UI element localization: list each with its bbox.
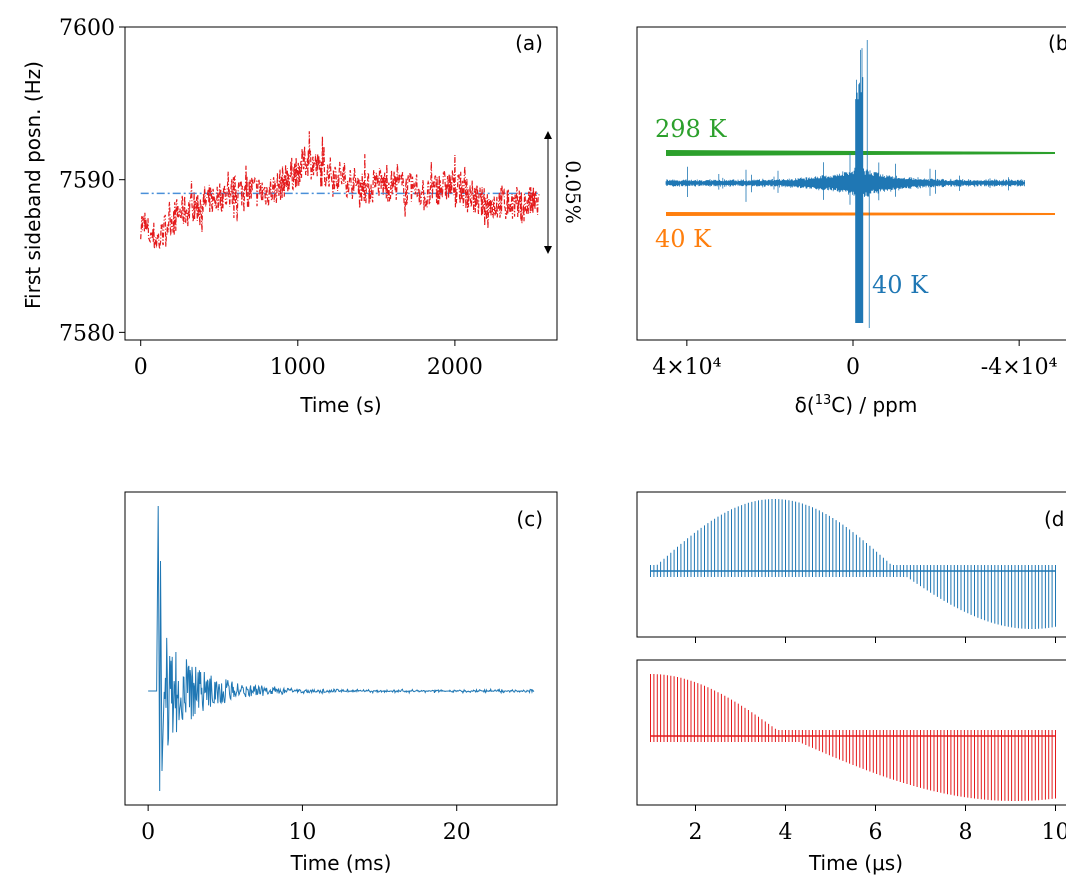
panel-b: 4×10⁴ 0 -4×10⁴ (b) 298 K 40 K 40 K δ(13C) … xyxy=(636,26,1066,417)
panel-c-xlabel: Time (ms) xyxy=(290,851,392,875)
panel-c-x-tick-label: 20 xyxy=(443,820,471,845)
panel-a-y-tick-label: 7590 xyxy=(59,169,115,194)
panel-c-plot: 0 10 20 xyxy=(141,505,535,845)
panel-c-label: (c) xyxy=(516,507,543,531)
panel-a-xlabel: Time (s) xyxy=(299,393,381,417)
panel-a-x-tick-label: 0 xyxy=(134,355,148,380)
panel-b-xlabel: δ(13C) / ppm xyxy=(795,393,918,417)
panel-b-xlabel-suffix: C) / ppm xyxy=(831,393,917,417)
panel-d: 2 4 6 8 10 (d) Time (μs) xyxy=(636,491,1066,875)
panel-d-frame-bottom xyxy=(636,659,1066,806)
panel-a-range-arrow-top xyxy=(544,131,552,139)
panel-a-x-tick-label: 2000 xyxy=(427,355,483,380)
panel-c-frame xyxy=(124,491,558,806)
panel-c-x-tick-label: 0 xyxy=(141,820,155,845)
panel-b-x-tick-label: 4×10⁴ xyxy=(652,355,721,380)
panel-c-decay-series xyxy=(148,505,535,792)
panel-b-x-tick-label: 0 xyxy=(846,355,860,380)
panel-d-xlabel-suffix: ) xyxy=(895,851,903,875)
panel-a-label: (a) xyxy=(515,31,543,55)
panel-b-x-tick-label: -4×10⁴ xyxy=(981,355,1058,380)
panel-b-xlabel-prefix: δ( xyxy=(795,393,815,417)
panel-d-xlabel-prefix: Time ( xyxy=(808,851,872,875)
panel-a-data-series xyxy=(140,131,540,250)
panel-b-annotation-40k-orange: 40 K xyxy=(655,225,712,253)
panel-d-frame-top xyxy=(636,491,1066,638)
panel-a-ylabel: First sideband posn. (Hz) xyxy=(21,61,45,309)
panel-d-x-tick-label: 10 xyxy=(1042,820,1066,845)
panel-b-xlabel-sup: 13 xyxy=(815,393,832,408)
panel-b-label: (b) xyxy=(1048,31,1066,55)
panel-a-y-tick-label: 7600 xyxy=(59,16,115,41)
panel-a-x-tick-label: 1000 xyxy=(270,355,326,380)
panel-a-range-arrow-bottom xyxy=(544,246,552,254)
panel-d-x-tick-label: 8 xyxy=(959,820,973,845)
panel-d-plot: 2 4 6 8 10 xyxy=(650,499,1066,845)
panel-b-annotation-40k-blue: 40 K xyxy=(872,271,929,299)
panel-a-frame xyxy=(124,26,558,341)
panel-d-x-tick-label: 6 xyxy=(869,820,883,845)
panel-a: 0 1000 2000 7580 7590 7600 (a) First sideband… xyxy=(21,16,585,417)
panel-d-x-tick-label: 4 xyxy=(779,820,793,845)
panel-d-label: (d) xyxy=(1044,507,1066,531)
panel-b-annotation-298k: 298 K xyxy=(655,115,727,143)
panel-d-xlabel-unit: μs xyxy=(872,851,895,875)
panel-a-y-tick-label: 7580 xyxy=(59,321,115,346)
panel-b-plot: 4×10⁴ 0 -4×10⁴ xyxy=(652,40,1058,380)
panel-d-xlabel: Time (μs) xyxy=(808,851,903,875)
panel-a-range-annotation: 0.05% xyxy=(561,160,585,224)
panel-d-series-red xyxy=(650,674,1056,801)
panel-d-x-tick-label: 2 xyxy=(689,820,703,845)
panel-d-series-blue xyxy=(650,499,1056,629)
panel-c-x-tick-label: 10 xyxy=(288,820,316,845)
panel-c: 0 10 20 (c) Time (ms) xyxy=(124,491,558,875)
panel-a-plot: 0 1000 2000 7580 7590 7600 xyxy=(59,16,540,380)
